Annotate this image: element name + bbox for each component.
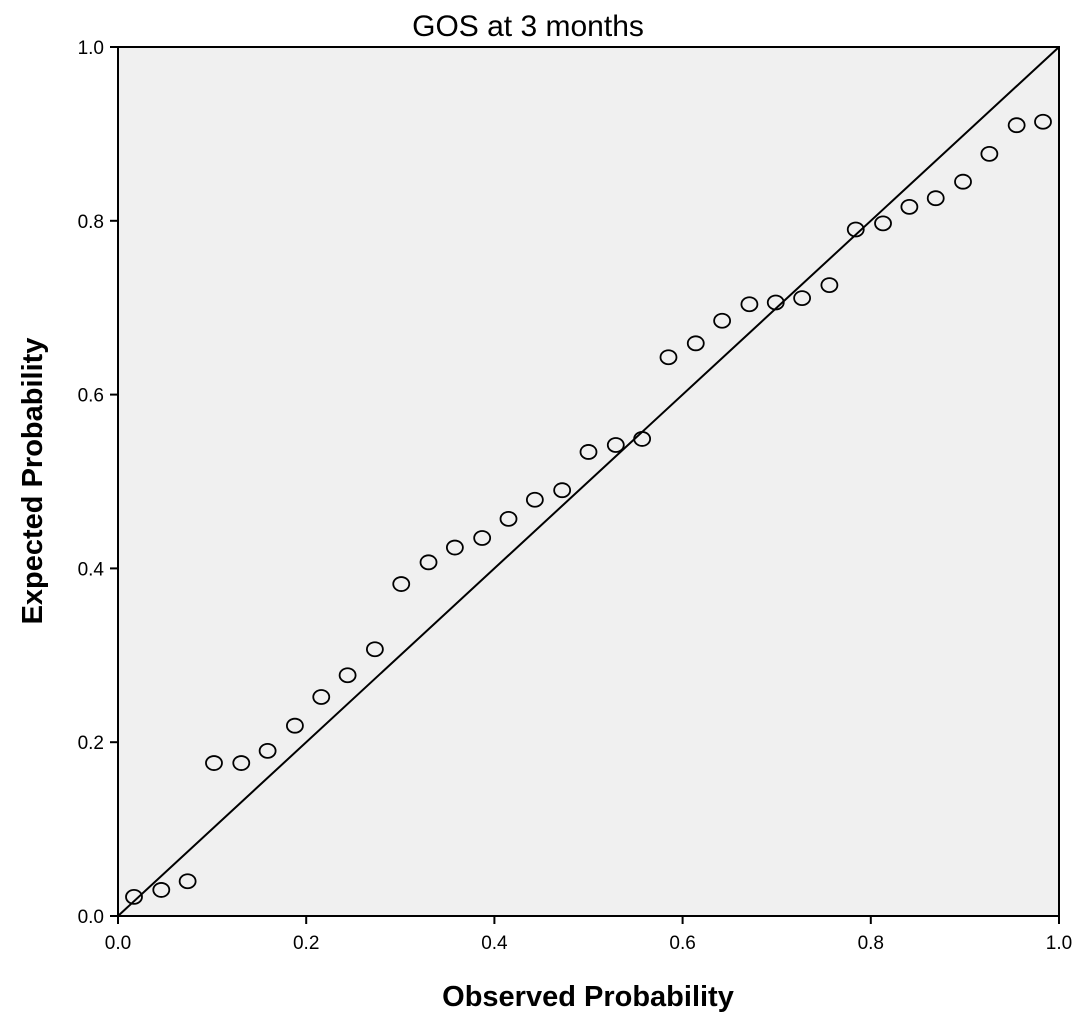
data-point: [232, 755, 251, 771]
data-points: [125, 113, 1052, 905]
data-point: [713, 312, 732, 329]
x-tick-label: 0.2: [293, 933, 319, 954]
data-point: [980, 145, 999, 162]
data-point: [338, 667, 357, 684]
y-tick-label: 0.6: [78, 386, 104, 407]
x-tick-label: 0.6: [669, 933, 695, 954]
data-point: [365, 641, 384, 658]
data-point: [766, 294, 785, 311]
data-point: [874, 215, 892, 232]
y-tick-label: 0.4: [78, 559, 105, 580]
x-axis-label: Observed Probability: [442, 981, 734, 1012]
data-point: [473, 530, 492, 546]
y-tick-label: 0.8: [78, 212, 104, 233]
data-point: [686, 335, 705, 352]
data-point: [178, 873, 197, 890]
y-axis-ticks: 0.0 0.2 0.4 0.6 0.8 1.0: [78, 38, 118, 928]
data-point: [392, 576, 411, 592]
y-tick-label: 0.0: [78, 907, 104, 928]
y-tick-label: 0.2: [78, 733, 104, 754]
reference-diagonal-line: [117, 46, 1060, 917]
data-point: [499, 510, 518, 527]
chart-title: GOS at 3 months: [412, 10, 644, 43]
x-tick-label: 0.8: [858, 933, 884, 954]
data-point: [286, 717, 304, 734]
data-point: [525, 491, 544, 508]
data-point: [606, 437, 625, 453]
data-point: [846, 221, 865, 238]
y-axis-label: Expected Probability: [17, 338, 49, 625]
y-tick-label: 1.0: [78, 38, 104, 59]
data-point: [926, 190, 945, 207]
x-axis-ticks: 0.0 0.2 0.4 0.6 0.8 1.0: [105, 916, 1072, 954]
data-point: [205, 755, 223, 771]
data-point: [820, 277, 839, 294]
data-point: [740, 296, 759, 313]
data-point: [258, 742, 277, 759]
data-point: [312, 689, 331, 705]
data-point: [1007, 117, 1026, 134]
data-point: [1034, 113, 1052, 130]
data-point: [633, 431, 652, 447]
x-tick-label: 0.4: [481, 933, 508, 954]
data-point: [419, 554, 438, 571]
data-point: [553, 482, 572, 499]
data-point: [445, 539, 464, 556]
data-point: [793, 290, 812, 307]
data-point: [900, 198, 919, 215]
data-point: [659, 349, 678, 366]
data-point: [579, 444, 598, 460]
data-point: [954, 173, 972, 190]
x-tick-label: 1.0: [1046, 933, 1072, 954]
data-point: [152, 882, 171, 898]
plot-frame: [117, 46, 1060, 917]
x-tick-label: 0.0: [105, 933, 131, 954]
data-point: [125, 888, 143, 905]
